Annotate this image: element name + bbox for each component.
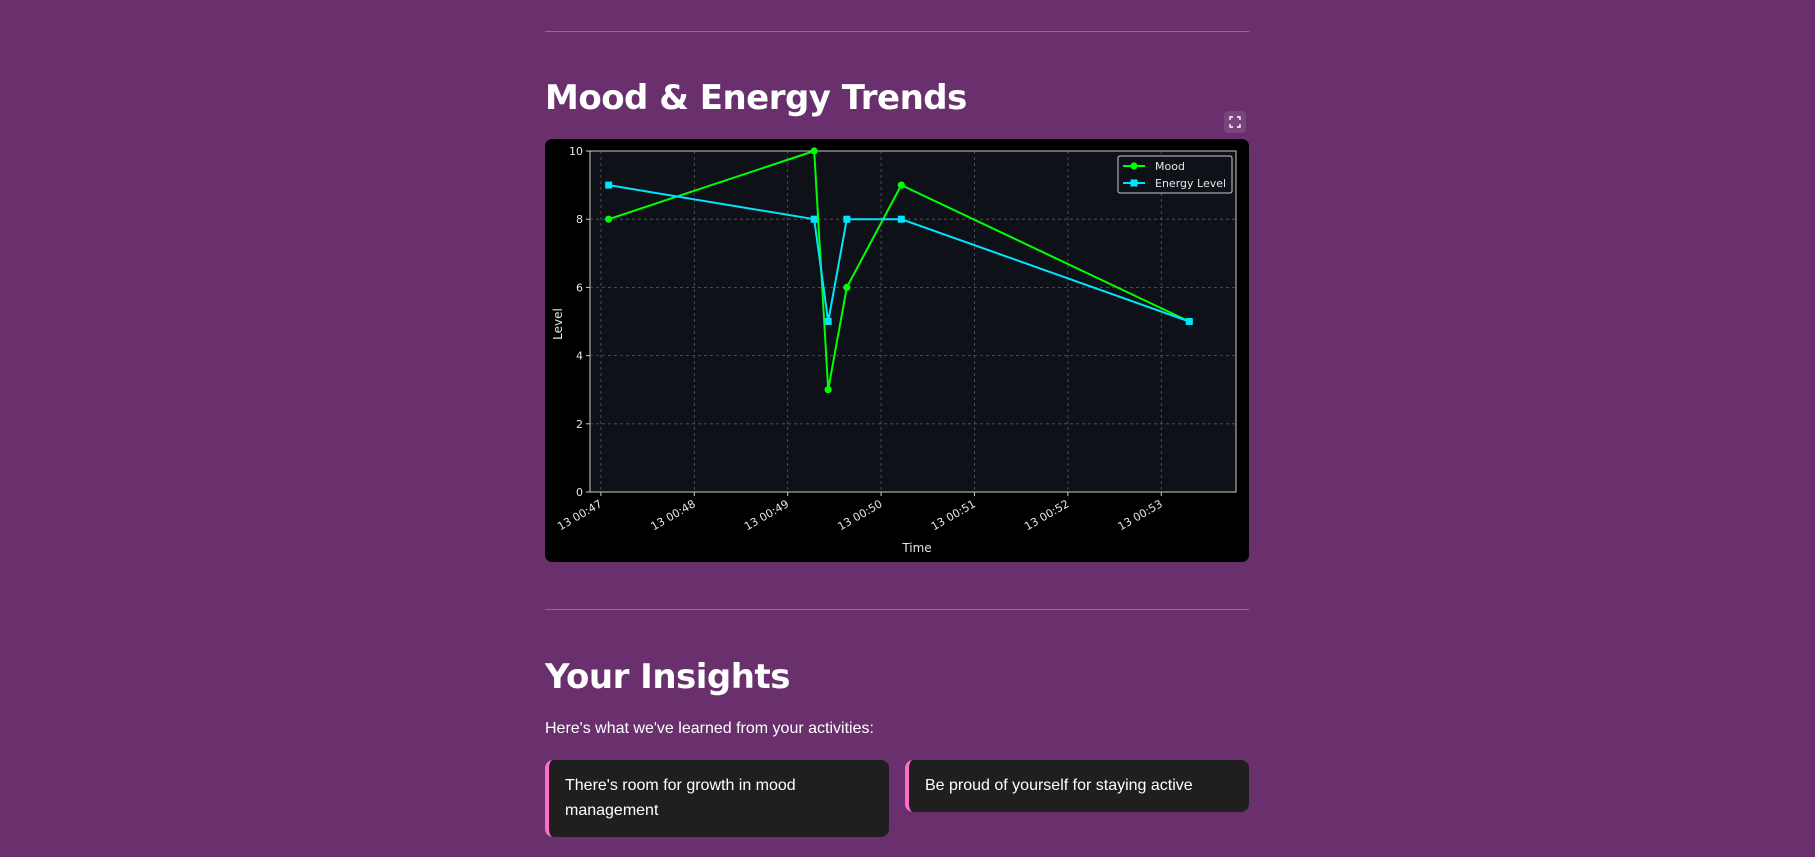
plot-area — [589, 150, 1237, 493]
series — [605, 147, 1193, 394]
energy-point — [1185, 318, 1193, 325]
fullscreen-icon — [1229, 116, 1241, 128]
legend-box — [1117, 155, 1233, 194]
divider — [545, 609, 1249, 610]
x-tick-label: 13 00:47 — [555, 497, 604, 533]
trends-heading: Mood & Energy Trends — [545, 78, 967, 118]
mood-point — [810, 147, 818, 155]
fullscreen-button[interactable] — [1224, 111, 1246, 133]
grid — [590, 151, 1236, 492]
y-tick-label: 6 — [576, 281, 583, 294]
insights-caption: Here's what we've learned from your acti… — [545, 720, 874, 737]
mood-point — [824, 386, 832, 394]
legend-marker — [1130, 162, 1138, 170]
y-axis-label: Level — [551, 308, 565, 340]
divider — [545, 31, 1249, 32]
y-tick-label: 4 — [576, 350, 583, 363]
series-line-1 — [608, 184, 1190, 323]
y-tick-label: 0 — [576, 486, 583, 499]
insights-heading: Your Insights — [545, 657, 790, 697]
energy-point — [605, 181, 613, 189]
x-tick-label: 13 00:50 — [835, 497, 884, 533]
insight-card: There's room for growth in mood manageme… — [545, 760, 889, 837]
mood-energy-chart: 0 2 4 6 8 10 13 00:47 13 00:48 13 00:49 13 00:50 1… — [545, 139, 1249, 562]
x-tick-label: 13 00:53 — [1116, 497, 1165, 533]
energy-point — [824, 318, 832, 325]
legend-label: Mood — [1155, 160, 1185, 173]
energy-point — [843, 215, 851, 223]
x-tick-label: 13 00:52 — [1022, 497, 1071, 533]
x-tick-label: 13 00:51 — [929, 497, 978, 533]
energy-point — [810, 215, 818, 223]
main-content: Mood & Energy Trends 0 2 4 6 8 10 13 00:47 13 0… — [545, 0, 1249, 857]
series-line-0 — [608, 150, 1190, 391]
y-tick-label: 10 — [569, 145, 583, 158]
chart-svg: 0 2 4 6 8 10 13 00:47 13 00:48 13 00:49 13 00:50 1… — [551, 145, 1237, 555]
mood-point — [897, 181, 905, 189]
x-tick-label: 13 00:49 — [742, 497, 791, 533]
y-tick-label: 8 — [576, 213, 583, 226]
insight-card: Be proud of yourself for staying active — [905, 760, 1249, 812]
legend-marker — [1130, 179, 1138, 187]
x-axis-label: Time — [901, 541, 931, 555]
x-tick-label: 13 00:48 — [649, 497, 698, 533]
legend-label: Energy Level — [1155, 177, 1226, 190]
energy-point — [897, 215, 905, 223]
mood-point — [843, 283, 851, 291]
mood-point — [605, 215, 613, 223]
legend: Mood Energy Level — [1117, 155, 1233, 194]
y-tick-label: 2 — [576, 418, 583, 431]
